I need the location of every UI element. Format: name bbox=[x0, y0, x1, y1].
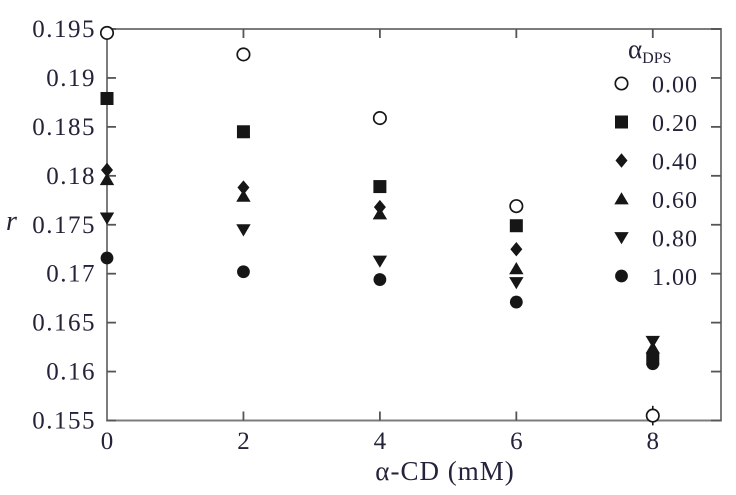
data-point-0.80-x0 bbox=[99, 212, 115, 225]
legend-label: 1.00 bbox=[652, 265, 698, 291]
y-tick-label: 0.19 bbox=[46, 65, 96, 92]
data-point-0.00-x0 bbox=[99, 25, 115, 40]
data-point-1.00-x2 bbox=[237, 265, 250, 279]
y-tick-label: 0.195 bbox=[32, 16, 96, 43]
data-point-0.40-x6 bbox=[510, 242, 523, 257]
legend-title: αDPS bbox=[628, 34, 672, 67]
data-point-1.00-x0 bbox=[100, 251, 114, 265]
y-tick-label: 0.185 bbox=[32, 114, 96, 141]
x-tick-label: 8 bbox=[647, 428, 660, 455]
data-point-1.00-x8 bbox=[646, 357, 660, 371]
data-point-0.40-x0 bbox=[101, 162, 113, 178]
data-point-0.20-x0 bbox=[100, 91, 114, 105]
data-point-0.20-x6 bbox=[509, 219, 523, 233]
y-tick-label: 0.165 bbox=[32, 310, 96, 337]
data-point-1.00-x6 bbox=[509, 295, 523, 309]
data-point-0.20-x2 bbox=[236, 125, 250, 139]
x-axis-label: α-CD (mM) bbox=[375, 456, 515, 486]
y-tick-label: 0.155 bbox=[32, 408, 96, 435]
legend-marker-0.00 bbox=[614, 76, 629, 91]
legend-label: 0.20 bbox=[652, 111, 698, 137]
data-point-0.00-x4 bbox=[372, 111, 387, 126]
data-point-0.80-x8 bbox=[645, 335, 660, 349]
data-point-0.00-x2 bbox=[236, 47, 251, 62]
legend-marker-0.20 bbox=[615, 115, 628, 129]
x-tick-label: 4 bbox=[374, 428, 387, 455]
data-point-0.60-x2 bbox=[236, 189, 251, 202]
y-axis-label: r bbox=[6, 206, 17, 237]
plot-frame bbox=[106, 28, 722, 422]
y-tick-label: 0.16 bbox=[46, 359, 96, 386]
x-tick-label: 2 bbox=[237, 428, 250, 455]
data-point-0.80-x2 bbox=[236, 224, 251, 237]
data-point-0.00-x6 bbox=[509, 199, 524, 214]
y-tick-label: 0.175 bbox=[32, 212, 96, 239]
data-point-0.60-x0 bbox=[99, 172, 115, 186]
legend-label: 0.60 bbox=[652, 188, 698, 214]
legend-label: 0.80 bbox=[652, 227, 698, 253]
legend-marker-0.60 bbox=[614, 192, 629, 205]
legend-label: 0.00 bbox=[652, 73, 698, 99]
data-point-0.00-x8 bbox=[645, 408, 660, 423]
data-point-1.00-x4 bbox=[373, 273, 387, 286]
x-tick-label: 6 bbox=[510, 428, 523, 455]
data-point-0.40-x2 bbox=[237, 180, 250, 195]
legend-marker-0.40 bbox=[615, 153, 628, 168]
data-point-0.40-x4 bbox=[373, 199, 386, 215]
legend-marker-1.00 bbox=[615, 269, 628, 283]
legend-label: 0.40 bbox=[652, 150, 698, 176]
legend-marker-0.80 bbox=[614, 232, 629, 245]
x-tick-label: 0 bbox=[101, 428, 114, 455]
data-point-0.60-x4 bbox=[372, 207, 388, 220]
y-tick-label: 0.18 bbox=[46, 163, 96, 190]
data-point-0.80-x6 bbox=[509, 277, 524, 290]
data-point-0.60-x6 bbox=[509, 261, 524, 275]
data-point-0.20-x4 bbox=[373, 180, 387, 194]
data-point-0.80-x4 bbox=[372, 255, 388, 268]
y-tick-label: 0.17 bbox=[46, 261, 96, 288]
